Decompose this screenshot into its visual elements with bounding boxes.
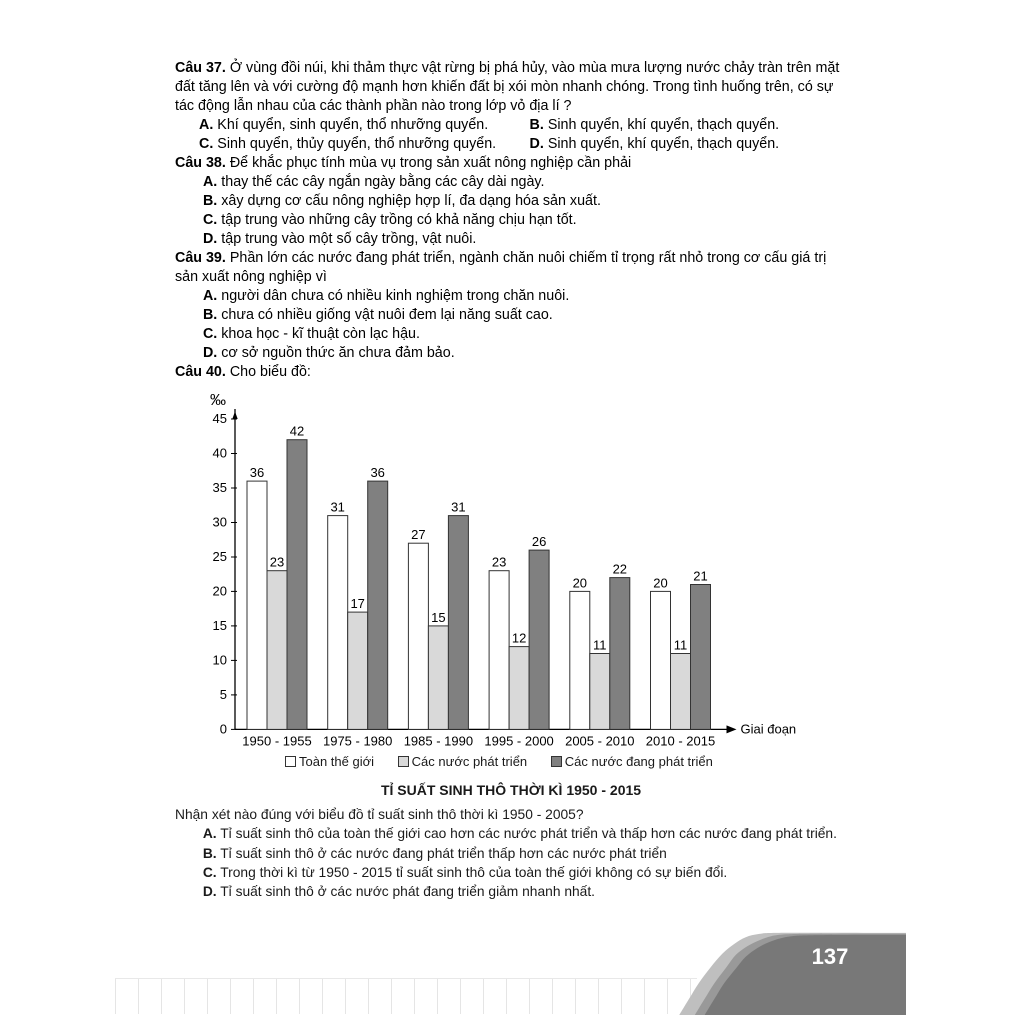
svg-text:137: 137 [812, 944, 849, 969]
